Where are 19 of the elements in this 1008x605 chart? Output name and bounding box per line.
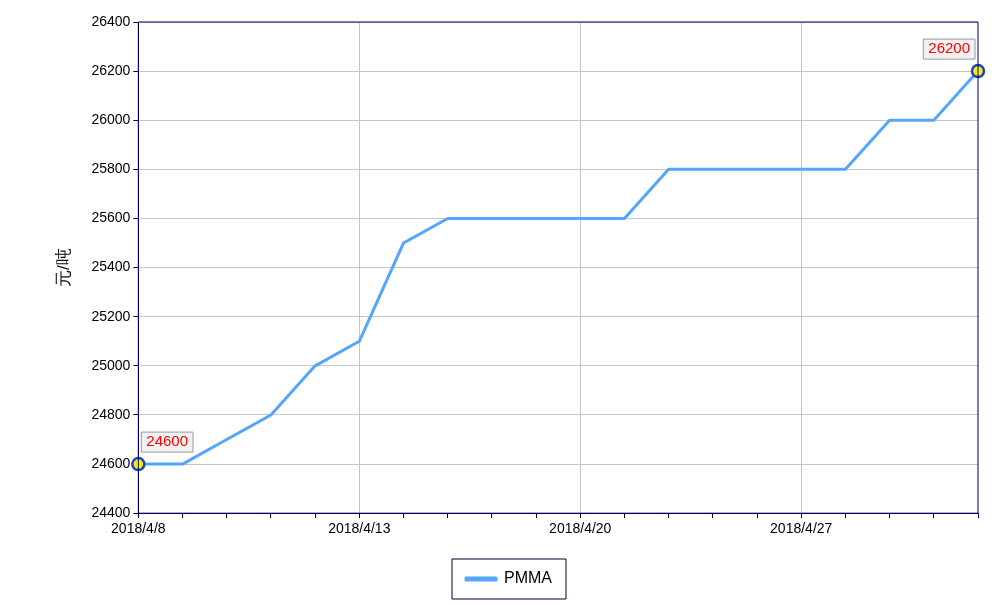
legend-label: PMMA [504,569,553,587]
y-tick-label: 25400 [91,258,131,275]
data-label: 26200 [928,39,970,57]
y-tick-label: 25000 [91,356,131,373]
x-tick-label: 2018/4/20 [549,520,612,537]
x-tick-label: 2018/4/8 [111,520,166,537]
y-tick-label: 25800 [91,160,131,177]
y-tick-label: 25600 [91,209,131,226]
y-axis-title: 元/吨 [53,248,73,287]
y-tick-label: 24600 [91,454,131,471]
y-tick-label: 25200 [91,307,131,324]
x-tick-label: 2018/4/27 [770,520,833,537]
y-tick-label: 24800 [91,405,131,422]
data-label: 24600 [146,432,189,450]
y-tick-label: 26200 [91,61,131,78]
x-tick-label: 2018/4/13 [328,520,391,537]
y-tick-label: 26000 [91,111,131,128]
y-tick-label: 24400 [91,504,131,521]
y-tick-label: 26400 [91,12,131,29]
